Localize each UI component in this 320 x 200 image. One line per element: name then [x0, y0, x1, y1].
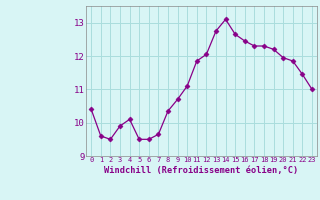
X-axis label: Windchill (Refroidissement éolien,°C): Windchill (Refroidissement éolien,°C) [104, 166, 299, 175]
